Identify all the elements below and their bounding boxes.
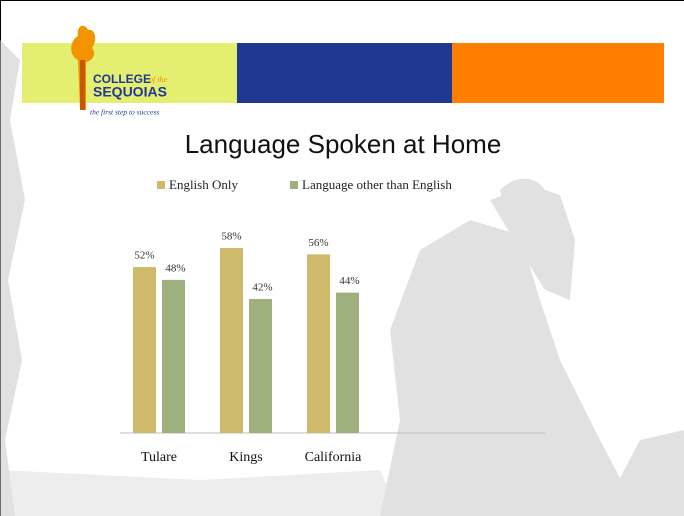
value-label: 52% — [134, 250, 154, 262]
x-tick-label: California — [305, 450, 363, 465]
legend-label: English Only — [169, 177, 238, 192]
logo-tree — [71, 25, 96, 111]
value-label: 58% — [221, 231, 241, 243]
bar — [249, 299, 272, 433]
legend-label: Language other than English — [302, 177, 452, 192]
header-band-lime — [22, 43, 237, 103]
logo-of-the: of the — [149, 75, 167, 84]
logo-tagline: the first step to success — [90, 108, 159, 117]
legend-swatch — [290, 181, 298, 189]
value-label: 56% — [308, 237, 328, 249]
value-label: 48% — [165, 262, 185, 274]
logo-name: SEQUOIAS — [93, 84, 167, 100]
bar — [162, 279, 185, 433]
header-band-orange — [452, 43, 664, 103]
x-tick-label: Tulare — [141, 450, 177, 465]
bar — [307, 254, 330, 433]
chart-title: Language Spoken at Home — [185, 129, 502, 159]
bar — [133, 267, 156, 433]
legend-swatch — [157, 181, 165, 189]
value-label: 42% — [252, 282, 272, 294]
x-tick-label: Kings — [229, 450, 262, 465]
bar — [220, 247, 243, 433]
header-band-blue — [237, 43, 452, 103]
bar — [336, 292, 359, 433]
value-label: 44% — [339, 275, 359, 287]
logo-college: COLLEGE — [93, 72, 151, 86]
background-image — [0, 40, 684, 516]
